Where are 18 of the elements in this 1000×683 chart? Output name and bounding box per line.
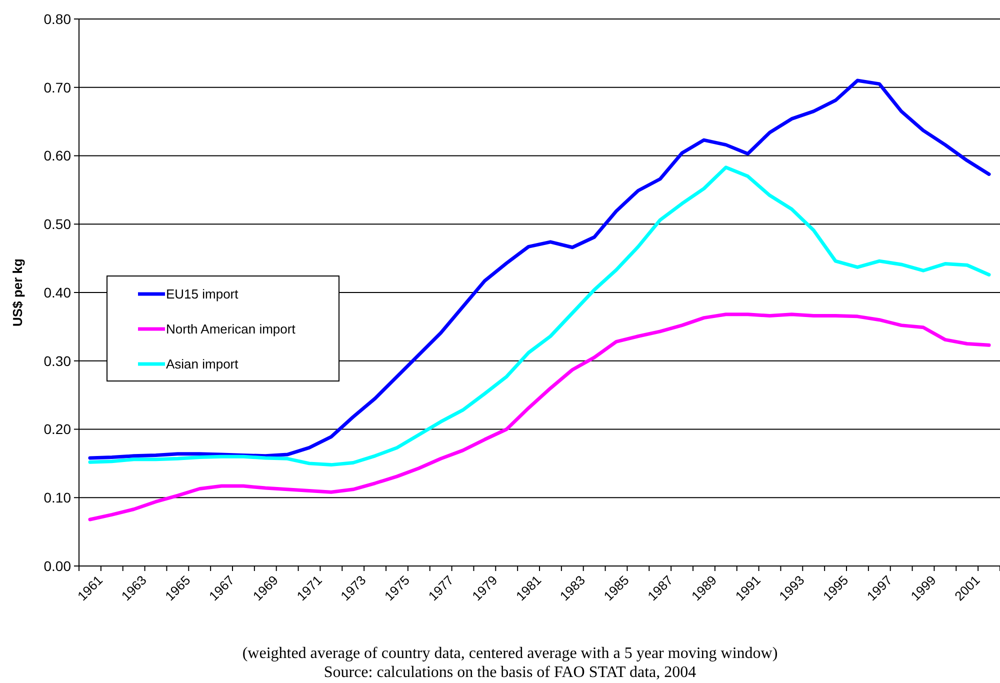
y-tick-label: 0.50 — [44, 216, 72, 232]
text: (weighted average of country data, centered average with a 5 year moving window) — [242, 645, 778, 662]
y-tick-label: 0.80 — [44, 10, 72, 27]
y-tick-label: 0.60 — [44, 148, 72, 164]
line-series — [88, 312, 991, 522]
legend-label: North American import — [166, 322, 296, 337]
line-series — [88, 78, 991, 460]
y-tick-label: 0.70 — [44, 79, 72, 96]
source-note: Source: calculations on the basis of FAO STAT data, 2004 — [324, 664, 696, 681]
y-axis-title: US$ per kg — [10, 258, 25, 326]
y-tick-label: 0.10 — [44, 490, 72, 506]
y-tick-label: 0.40 — [44, 284, 72, 300]
y-tick-label: 0.20 — [44, 421, 72, 438]
legend-label: Asian import — [166, 356, 239, 372]
line-series — [88, 166, 991, 467]
y-tick-label: 0.00 — [44, 558, 72, 574]
y-tick-label: 0.30 — [44, 352, 72, 369]
legend-label: EU15 import — [166, 286, 239, 302]
